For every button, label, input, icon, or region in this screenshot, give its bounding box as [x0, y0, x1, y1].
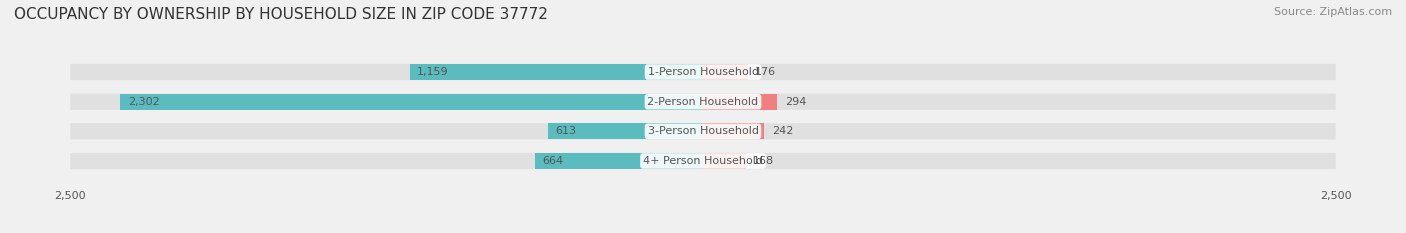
- FancyBboxPatch shape: [703, 123, 1336, 140]
- Bar: [548, 123, 703, 140]
- Bar: [121, 93, 703, 110]
- Bar: [703, 93, 778, 110]
- Text: 176: 176: [755, 67, 776, 77]
- Text: OCCUPANCY BY OWNERSHIP BY HOUSEHOLD SIZE IN ZIP CODE 37772: OCCUPANCY BY OWNERSHIP BY HOUSEHOLD SIZE…: [14, 7, 548, 22]
- FancyBboxPatch shape: [70, 93, 703, 110]
- Text: 4+ Person Household: 4+ Person Household: [643, 156, 763, 166]
- Text: 1-Person Household: 1-Person Household: [648, 67, 758, 77]
- FancyBboxPatch shape: [703, 153, 1336, 169]
- Bar: [409, 64, 703, 80]
- Text: 2-Person Household: 2-Person Household: [647, 97, 759, 107]
- Text: 168: 168: [754, 156, 775, 166]
- Text: 613: 613: [555, 126, 576, 136]
- Text: 294: 294: [785, 97, 807, 107]
- FancyBboxPatch shape: [703, 93, 1336, 110]
- Text: 664: 664: [543, 156, 564, 166]
- Bar: [703, 64, 748, 80]
- FancyBboxPatch shape: [703, 64, 1336, 80]
- Text: 2,302: 2,302: [128, 97, 160, 107]
- FancyBboxPatch shape: [70, 153, 703, 169]
- Text: Source: ZipAtlas.com: Source: ZipAtlas.com: [1274, 7, 1392, 17]
- Text: 1,159: 1,159: [418, 67, 449, 77]
- Text: 3-Person Household: 3-Person Household: [648, 126, 758, 136]
- Bar: [703, 123, 765, 140]
- FancyBboxPatch shape: [70, 64, 703, 80]
- Text: 242: 242: [772, 126, 793, 136]
- FancyBboxPatch shape: [70, 123, 703, 140]
- Bar: [534, 153, 703, 169]
- Bar: [703, 153, 745, 169]
